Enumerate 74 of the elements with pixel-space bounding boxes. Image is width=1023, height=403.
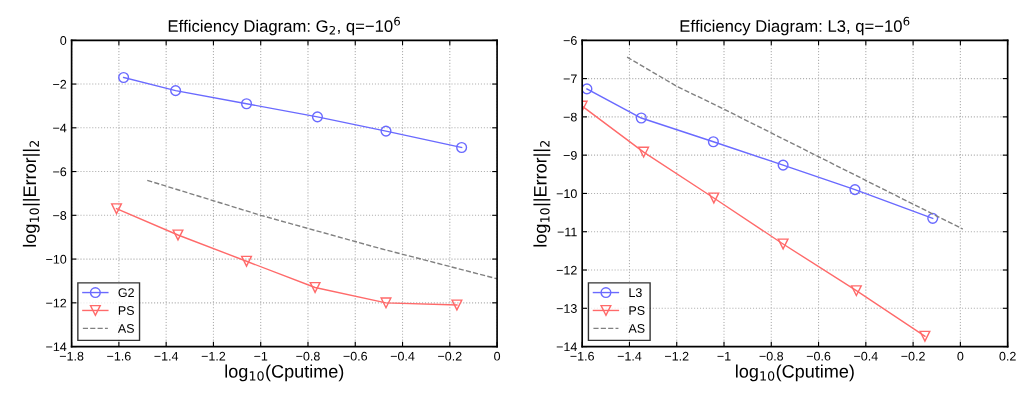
y-tick-label: −14 [556, 342, 577, 352]
x-tick-label: −0.6 [806, 351, 831, 361]
y-tick-label: −12 [46, 298, 67, 308]
y-tick-label: −6 [563, 36, 577, 45]
y-tick-label: −11 [557, 227, 577, 237]
point [849, 184, 861, 196]
point [777, 238, 789, 250]
legend-label: PS [629, 306, 645, 315]
point [582, 83, 593, 95]
x-tick-label: −1.8 [59, 351, 84, 361]
legend-label: PS [118, 306, 134, 315]
y-tick-label: −13 [556, 304, 577, 313]
x-axis-title: log$_{10}$(Cputime) [736, 364, 854, 382]
point [309, 281, 321, 294]
chart-title: Efficiency Diagram: G$_{2}$, q=−10$^{6}$ [168, 16, 401, 36]
x-tick-label: −0.8 [759, 351, 784, 361]
x-tick-label: −0.2 [438, 351, 462, 361]
y-tick-label: −10 [556, 189, 577, 199]
line-series [626, 56, 964, 230]
x-tick-label: −1.2 [201, 351, 226, 361]
x-tick-label: −1.4 [154, 351, 179, 361]
point [170, 85, 182, 97]
point [311, 111, 323, 123]
point [110, 203, 123, 215]
x-tick-label: 0.2 [999, 351, 1016, 361]
legend-label: G2 [118, 288, 134, 298]
x-tick-label: −1 [717, 351, 731, 361]
point [240, 255, 253, 267]
x-tick-label: 0 [494, 351, 501, 361]
point [118, 71, 130, 84]
point [380, 125, 392, 137]
y-tick-label: −9 [563, 150, 577, 160]
y-tick-label: −14 [46, 342, 67, 352]
y-tick-label: 0 [60, 36, 67, 45]
point [172, 229, 184, 241]
y-tick-label: −2 [53, 79, 67, 89]
point [777, 159, 789, 171]
y-tick-label: −7 [563, 74, 577, 84]
point [919, 330, 931, 342]
y-tick-label: −8 [563, 112, 577, 122]
point [456, 141, 468, 154]
point [708, 192, 720, 204]
x-tick-label: −1 [254, 351, 268, 361]
x-tick-label: −1.4 [617, 351, 642, 361]
point [240, 98, 253, 110]
x-tick-label: −0.6 [343, 351, 368, 361]
point [635, 112, 647, 124]
point [451, 299, 463, 311]
legend-label: AS [117, 324, 134, 333]
x-tick-label: −0.4 [854, 351, 878, 361]
legend-label: L3 [629, 288, 642, 298]
point [850, 285, 862, 297]
y-tick-label: −6 [53, 167, 67, 177]
y-tick-label: −8 [53, 211, 67, 220]
y-tick-label: −10 [46, 254, 67, 264]
x-tick-label: −0.4 [390, 351, 415, 361]
y-tick-label: −12 [556, 265, 577, 275]
y-axis-title: log$_{10}$||Error||$_{2}$ [22, 141, 40, 247]
chart-title: Efficiency Diagram: L3, q=−10$^{6}$ [680, 16, 910, 36]
y-axis-title: log$_{10}$||Error||$_{2}$ [533, 141, 551, 247]
x-tick-label: −0.8 [296, 351, 320, 361]
y-tick-label: −4 [53, 123, 67, 133]
x-tick-label: −1.6 [570, 351, 594, 361]
point [380, 297, 392, 309]
x-tick-label: 0 [957, 351, 964, 361]
x-tick-label: −1.6 [107, 351, 131, 361]
x-tick-label: −0.2 [901, 351, 925, 361]
point [927, 212, 939, 224]
x-axis-title: log$_{10}$(Cputime) [225, 364, 344, 382]
legend-label: AS [628, 324, 645, 333]
x-tick-label: −1.2 [665, 351, 689, 361]
point [638, 146, 650, 158]
point [707, 136, 719, 148]
line-series [146, 179, 498, 280]
